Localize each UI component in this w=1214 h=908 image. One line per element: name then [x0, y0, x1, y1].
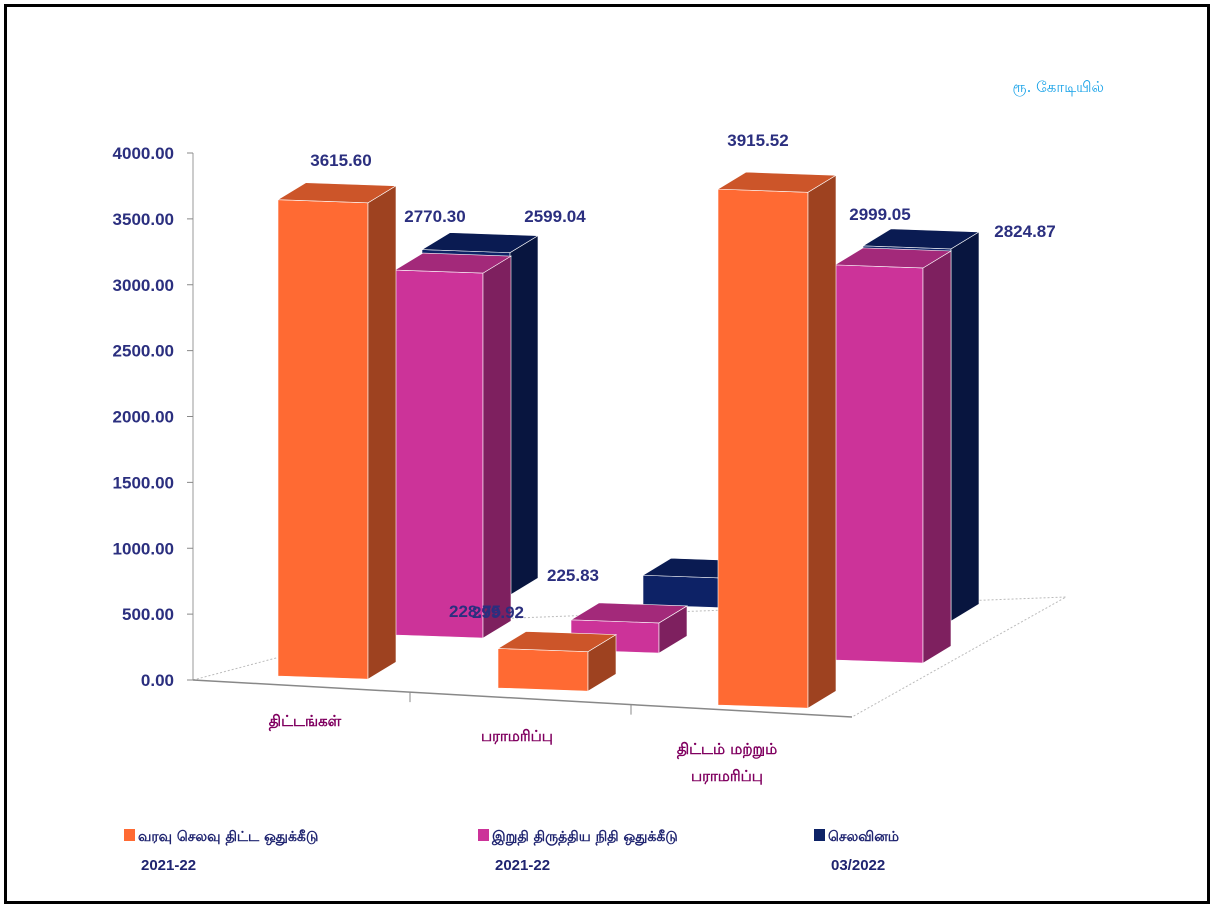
bar-front-face [394, 269, 484, 639]
legend-label: இறுதி திருத்திய நிதி ஒதுக்கீடு [491, 829, 678, 846]
data-label: 2824.87 [994, 222, 1055, 241]
bar-side-face [807, 174, 837, 709]
bar-side-face [950, 231, 980, 622]
legend-label-line2: 2021-22 [141, 857, 196, 874]
data-label: 225.83 [547, 566, 599, 585]
bar-side-face [922, 250, 952, 664]
y-tick-label: 4000.00 [113, 144, 174, 163]
bar [716, 171, 838, 709]
bar-top-face [861, 228, 981, 250]
legend-label-line2: 2021-22 [495, 857, 550, 874]
data-label: 228.75 [449, 602, 501, 621]
category-label: திட்டங்கள் [269, 712, 342, 731]
legend-swatch [478, 829, 489, 841]
y-tick-label: 3500.00 [113, 210, 174, 229]
bar-front-face [834, 264, 924, 664]
data-label: 2999.05 [849, 205, 910, 224]
y-tick-label: 500.00 [122, 605, 174, 624]
bar-top-face [569, 602, 689, 624]
bar [276, 182, 398, 680]
bar-front-face [497, 648, 589, 692]
category-label: திட்டம் மற்றும் [677, 740, 777, 759]
y-tick-label: 2500.00 [113, 342, 174, 361]
bar-top-face [420, 232, 540, 253]
data-label: 3615.60 [310, 151, 371, 170]
category-label: பராமரிப்பு [481, 727, 553, 745]
bar-top-face [276, 182, 398, 204]
legend-label: வரவு செலவு திட்ட ஒதுக்கீடு [138, 829, 318, 846]
bar [833, 247, 953, 664]
legend-swatch [124, 829, 135, 841]
chart-frame [4, 4, 1210, 904]
bar-side-face [482, 255, 512, 639]
x-axis-line [192, 679, 853, 718]
bar-front-face [717, 188, 809, 709]
y-tick-label: 3000.00 [113, 276, 174, 295]
bar-top-face [393, 252, 513, 274]
data-label: 3915.52 [727, 131, 788, 150]
bar-side-face [367, 185, 397, 680]
bar-top-face [716, 171, 838, 193]
category-label: பராமரிப்பு [691, 767, 763, 785]
bar [496, 631, 618, 692]
y-tick-label: 0.00 [141, 671, 174, 690]
bar-top-face [496, 631, 618, 652]
y-tick-label: 1500.00 [113, 473, 174, 492]
bar-front-face [277, 199, 369, 680]
bar-side-face [509, 235, 539, 596]
bar [393, 252, 513, 639]
y-tick-label: 1000.00 [113, 539, 174, 558]
data-label: 2770.30 [404, 207, 465, 226]
legend-label: செலவினம் [828, 829, 899, 845]
legend-label-line2: 03/2022 [831, 857, 885, 874]
legend-swatch [814, 829, 825, 841]
data-label: 2599.04 [524, 207, 586, 226]
y-tick-label: 2000.00 [113, 408, 174, 427]
bar-top-face [833, 247, 953, 269]
data-label: 299.92 [472, 603, 524, 622]
unit-label: ரூ. கோடியில் [1013, 78, 1104, 96]
